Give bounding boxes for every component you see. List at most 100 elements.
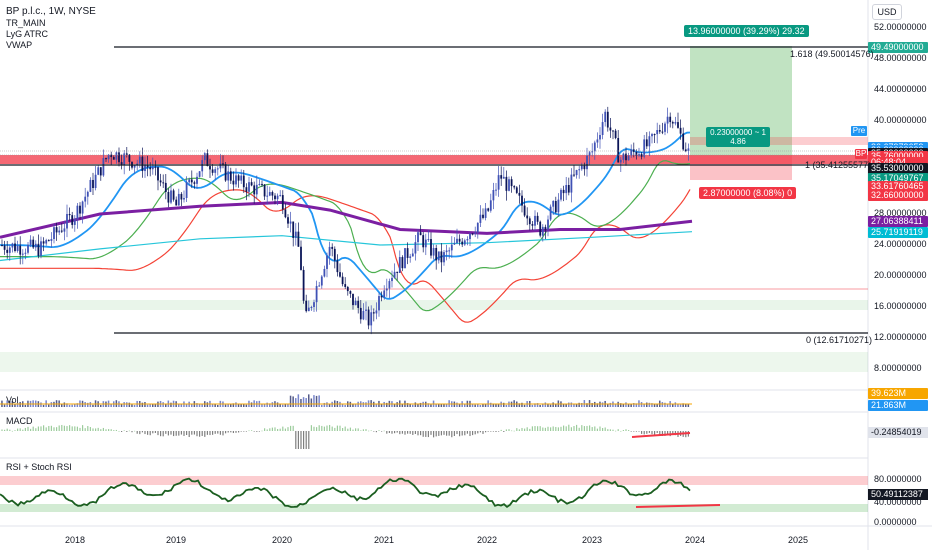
candle-body: [380, 296, 383, 298]
macd-histogram-bar: [209, 431, 211, 436]
candle-body: [565, 184, 568, 194]
candle-body: [253, 185, 256, 195]
volume-bar: [477, 403, 479, 407]
time-tick: 2025: [787, 535, 809, 545]
indicator-vwap[interactable]: VWAP: [6, 40, 33, 50]
stop-label[interactable]: 2.87000000 (8.08%) 0: [699, 187, 797, 199]
candle-body: [651, 134, 653, 137]
candle-body: [388, 281, 391, 289]
risk-reward-box[interactable]: 0.23000000 ~ 1 4.86: [706, 127, 770, 147]
candle-body: [326, 255, 328, 269]
macd-histogram-bar: [310, 425, 312, 431]
candle-body: [216, 168, 219, 170]
candle-body: [508, 179, 510, 191]
candle-body: [352, 293, 354, 306]
volume-bar: [596, 403, 599, 407]
volume-bar: [279, 404, 281, 407]
candle-body: [97, 167, 100, 175]
price-tick: 12.00000000: [874, 332, 927, 342]
volume-bar: [456, 402, 458, 407]
macd-histogram-bar: [212, 431, 214, 435]
candle-body: [487, 208, 490, 211]
macd-histogram-bar: [646, 431, 648, 434]
rsi-tick-40: 40.0000000: [874, 497, 922, 507]
price-tick: 16.00000000: [874, 301, 927, 311]
macd-histogram-bar: [19, 428, 21, 431]
macd-histogram-bar: [274, 427, 276, 431]
target-label[interactable]: 13.96000000 (39.29%) 29.32: [684, 25, 809, 37]
macd-histogram-bar: [342, 428, 344, 431]
macd-histogram-bar: [87, 426, 89, 431]
candle-body: [336, 260, 339, 273]
candle-body: [653, 134, 656, 136]
macd-histogram-bar: [334, 427, 336, 431]
macd-histogram-bar: [492, 431, 494, 432]
volume-bar: [24, 404, 27, 407]
price-tag: 32.66000000: [868, 189, 928, 201]
macd-histogram-bar: [186, 431, 188, 436]
macd-histogram-bar: [381, 431, 383, 432]
volume-bar: [440, 403, 443, 407]
candle-body: [573, 174, 575, 176]
candle-body: [526, 215, 529, 219]
macd-histogram-bar: [656, 431, 658, 433]
volume-bar: [227, 404, 229, 407]
candle-body: [333, 248, 336, 261]
macd-histogram-bar: [435, 431, 437, 437]
volume-bar: [518, 403, 521, 407]
price-tag: 35.76000000: [868, 150, 928, 162]
volume-bar: [152, 404, 154, 407]
macd-histogram-bar: [443, 431, 445, 435]
macd-histogram-bar: [266, 429, 268, 431]
volume-bar: [375, 404, 378, 407]
macd-histogram-bar: [45, 427, 47, 431]
volume-bar: [570, 402, 573, 407]
candle-body: [523, 205, 526, 216]
indicator-lyg-atrc[interactable]: LyG ATRC: [6, 29, 49, 39]
price-tag: 25.71919119: [868, 226, 928, 238]
macd-histogram-bar: [113, 430, 115, 431]
macd-histogram-bar: [53, 427, 55, 431]
macd-histogram-bar: [596, 428, 598, 431]
candle-body: [627, 155, 630, 161]
candle-body: [94, 174, 97, 189]
indicator-tr-main[interactable]: TR_MAIN: [6, 18, 46, 28]
price-tag: 33.61760465: [868, 181, 928, 193]
macd-histogram-bar: [9, 429, 11, 431]
volume-bar: [482, 404, 484, 407]
time-tick: 2023: [581, 535, 603, 545]
macd-histogram-bar: [550, 427, 552, 431]
candle-body: [404, 248, 406, 269]
candle-body: [55, 227, 58, 233]
macd-histogram-bar: [173, 431, 175, 437]
candle-body: [183, 197, 185, 200]
rsi-oversold-band: [0, 504, 868, 512]
macd-histogram-bar: [134, 430, 136, 432]
macd-histogram-bar: [474, 431, 476, 435]
currency-button[interactable]: USD: [872, 4, 902, 20]
symbol-title[interactable]: BP p.l.c., 1W, NYSE: [6, 6, 96, 17]
price-tag: 06:48:04: [868, 157, 928, 169]
candle-body: [383, 290, 386, 298]
volume-bar: [302, 397, 305, 407]
fib-label-1: 1 (35.41255577): [805, 160, 872, 170]
pre-market-badge: Pre: [851, 126, 867, 136]
macd-histogram-bar: [388, 431, 390, 434]
macd-histogram-bar: [323, 426, 325, 431]
volume-bar: [643, 403, 645, 407]
macd-histogram-bar: [505, 429, 507, 431]
macd-histogram-bar: [602, 427, 604, 431]
candle-body: [411, 253, 414, 257]
candle-body: [341, 276, 344, 285]
candle-body: [671, 122, 674, 124]
candle-body: [528, 218, 531, 225]
candle-body: [3, 245, 6, 250]
candle-body: [27, 244, 29, 253]
candle-body: [164, 182, 167, 193]
macd-histogram-bar: [513, 430, 515, 432]
candle-body: [45, 240, 48, 244]
macd-histogram-bar: [409, 431, 411, 434]
macd-histogram-bar: [547, 426, 549, 431]
